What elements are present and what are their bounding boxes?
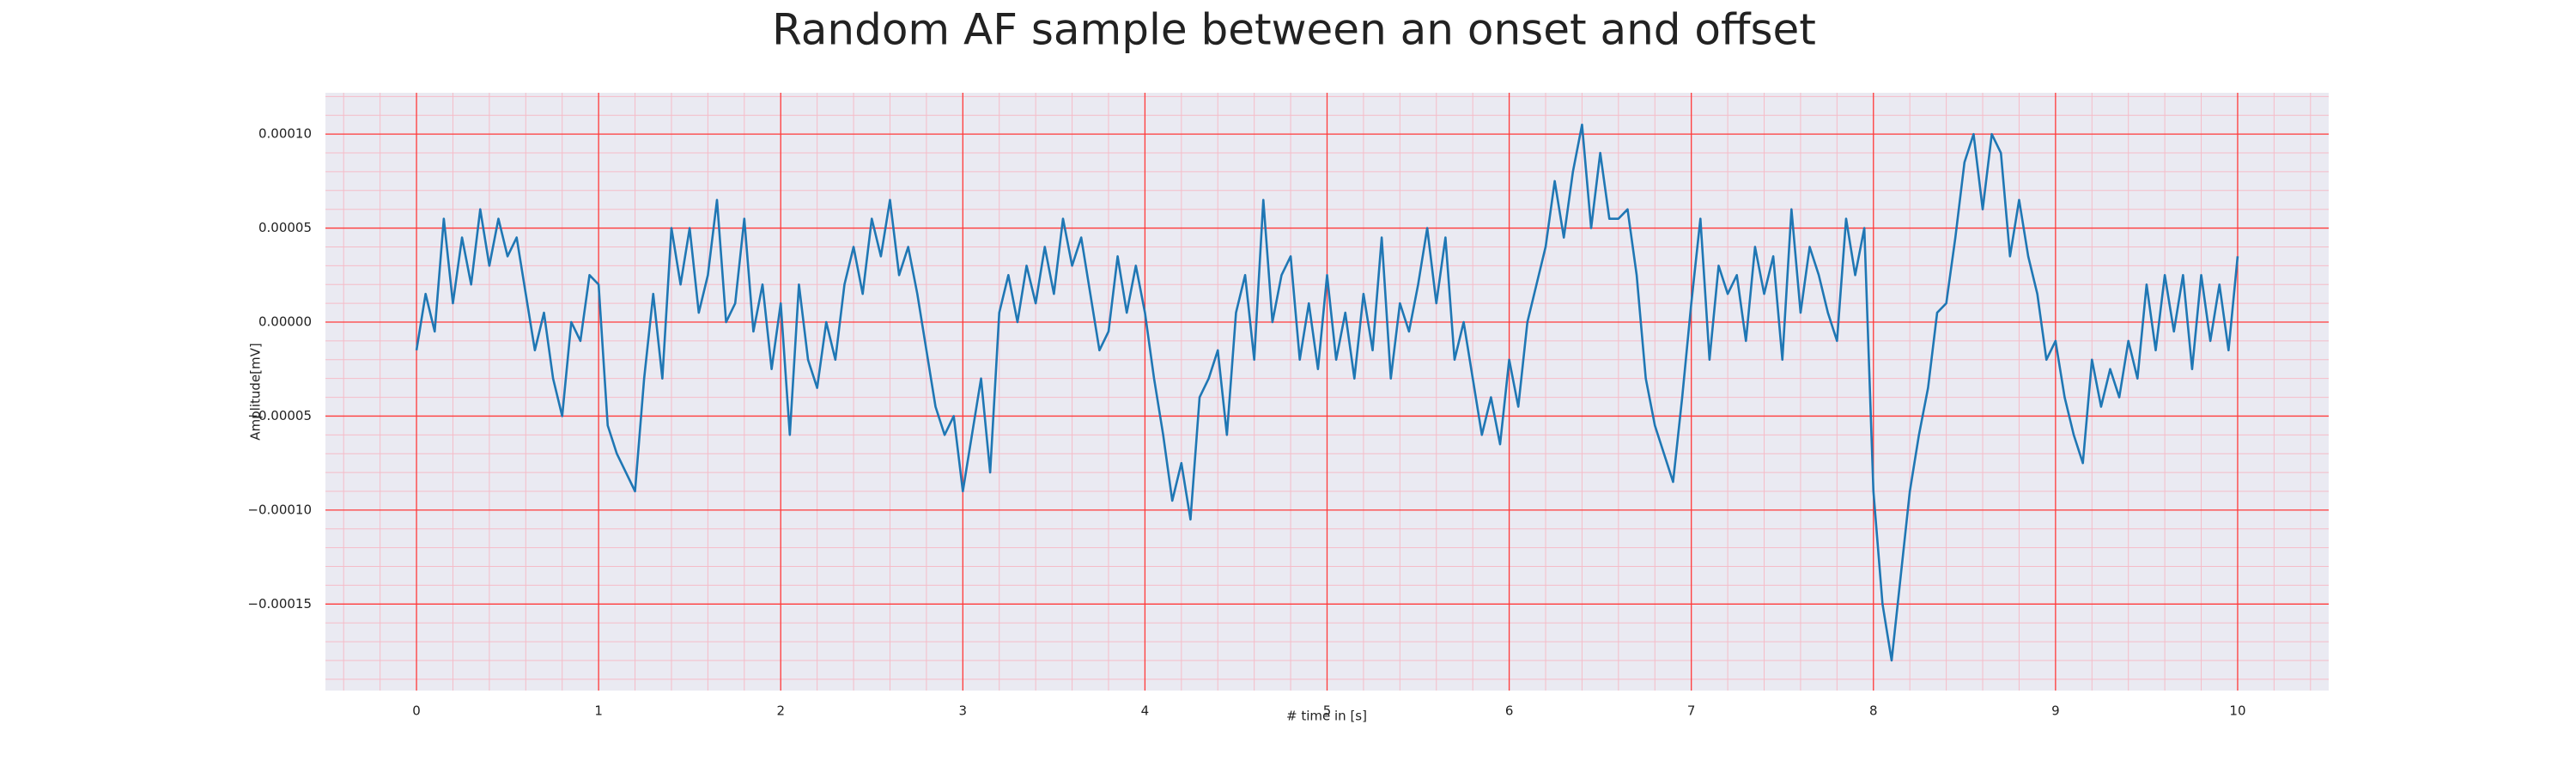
- y-tick-label: −0.00015: [247, 596, 312, 612]
- x-tick-label: 9: [2051, 703, 2060, 719]
- chart-title: Random AF sample between an onset and of…: [772, 5, 1816, 55]
- y-tick-label: 0.00000: [258, 314, 312, 330]
- x-tick-label: 0: [412, 703, 421, 719]
- x-tick-label: 5: [1323, 703, 1332, 719]
- x-tick-label: 3: [959, 703, 968, 719]
- x-tick-label: 7: [1687, 703, 1696, 719]
- y-tick-label: −0.00010: [247, 502, 312, 517]
- y-tick-label: 0.00010: [258, 126, 312, 142]
- y-tick-label: 0.00005: [258, 220, 312, 235]
- y-tick-label: −0.00005: [247, 408, 312, 423]
- x-tick-label: 4: [1141, 703, 1150, 719]
- x-tick-label: 8: [1869, 703, 1878, 719]
- y-axis-label: Amplitude[mV]: [248, 343, 264, 440]
- signal-line: [415, 123, 2239, 662]
- x-tick-label: 10: [2229, 703, 2245, 719]
- x-tick-label: 6: [1505, 703, 1514, 719]
- x-axis-label: # time in [s]: [1286, 709, 1367, 724]
- x-tick-label: 2: [776, 703, 785, 719]
- x-tick-label: 1: [594, 703, 603, 719]
